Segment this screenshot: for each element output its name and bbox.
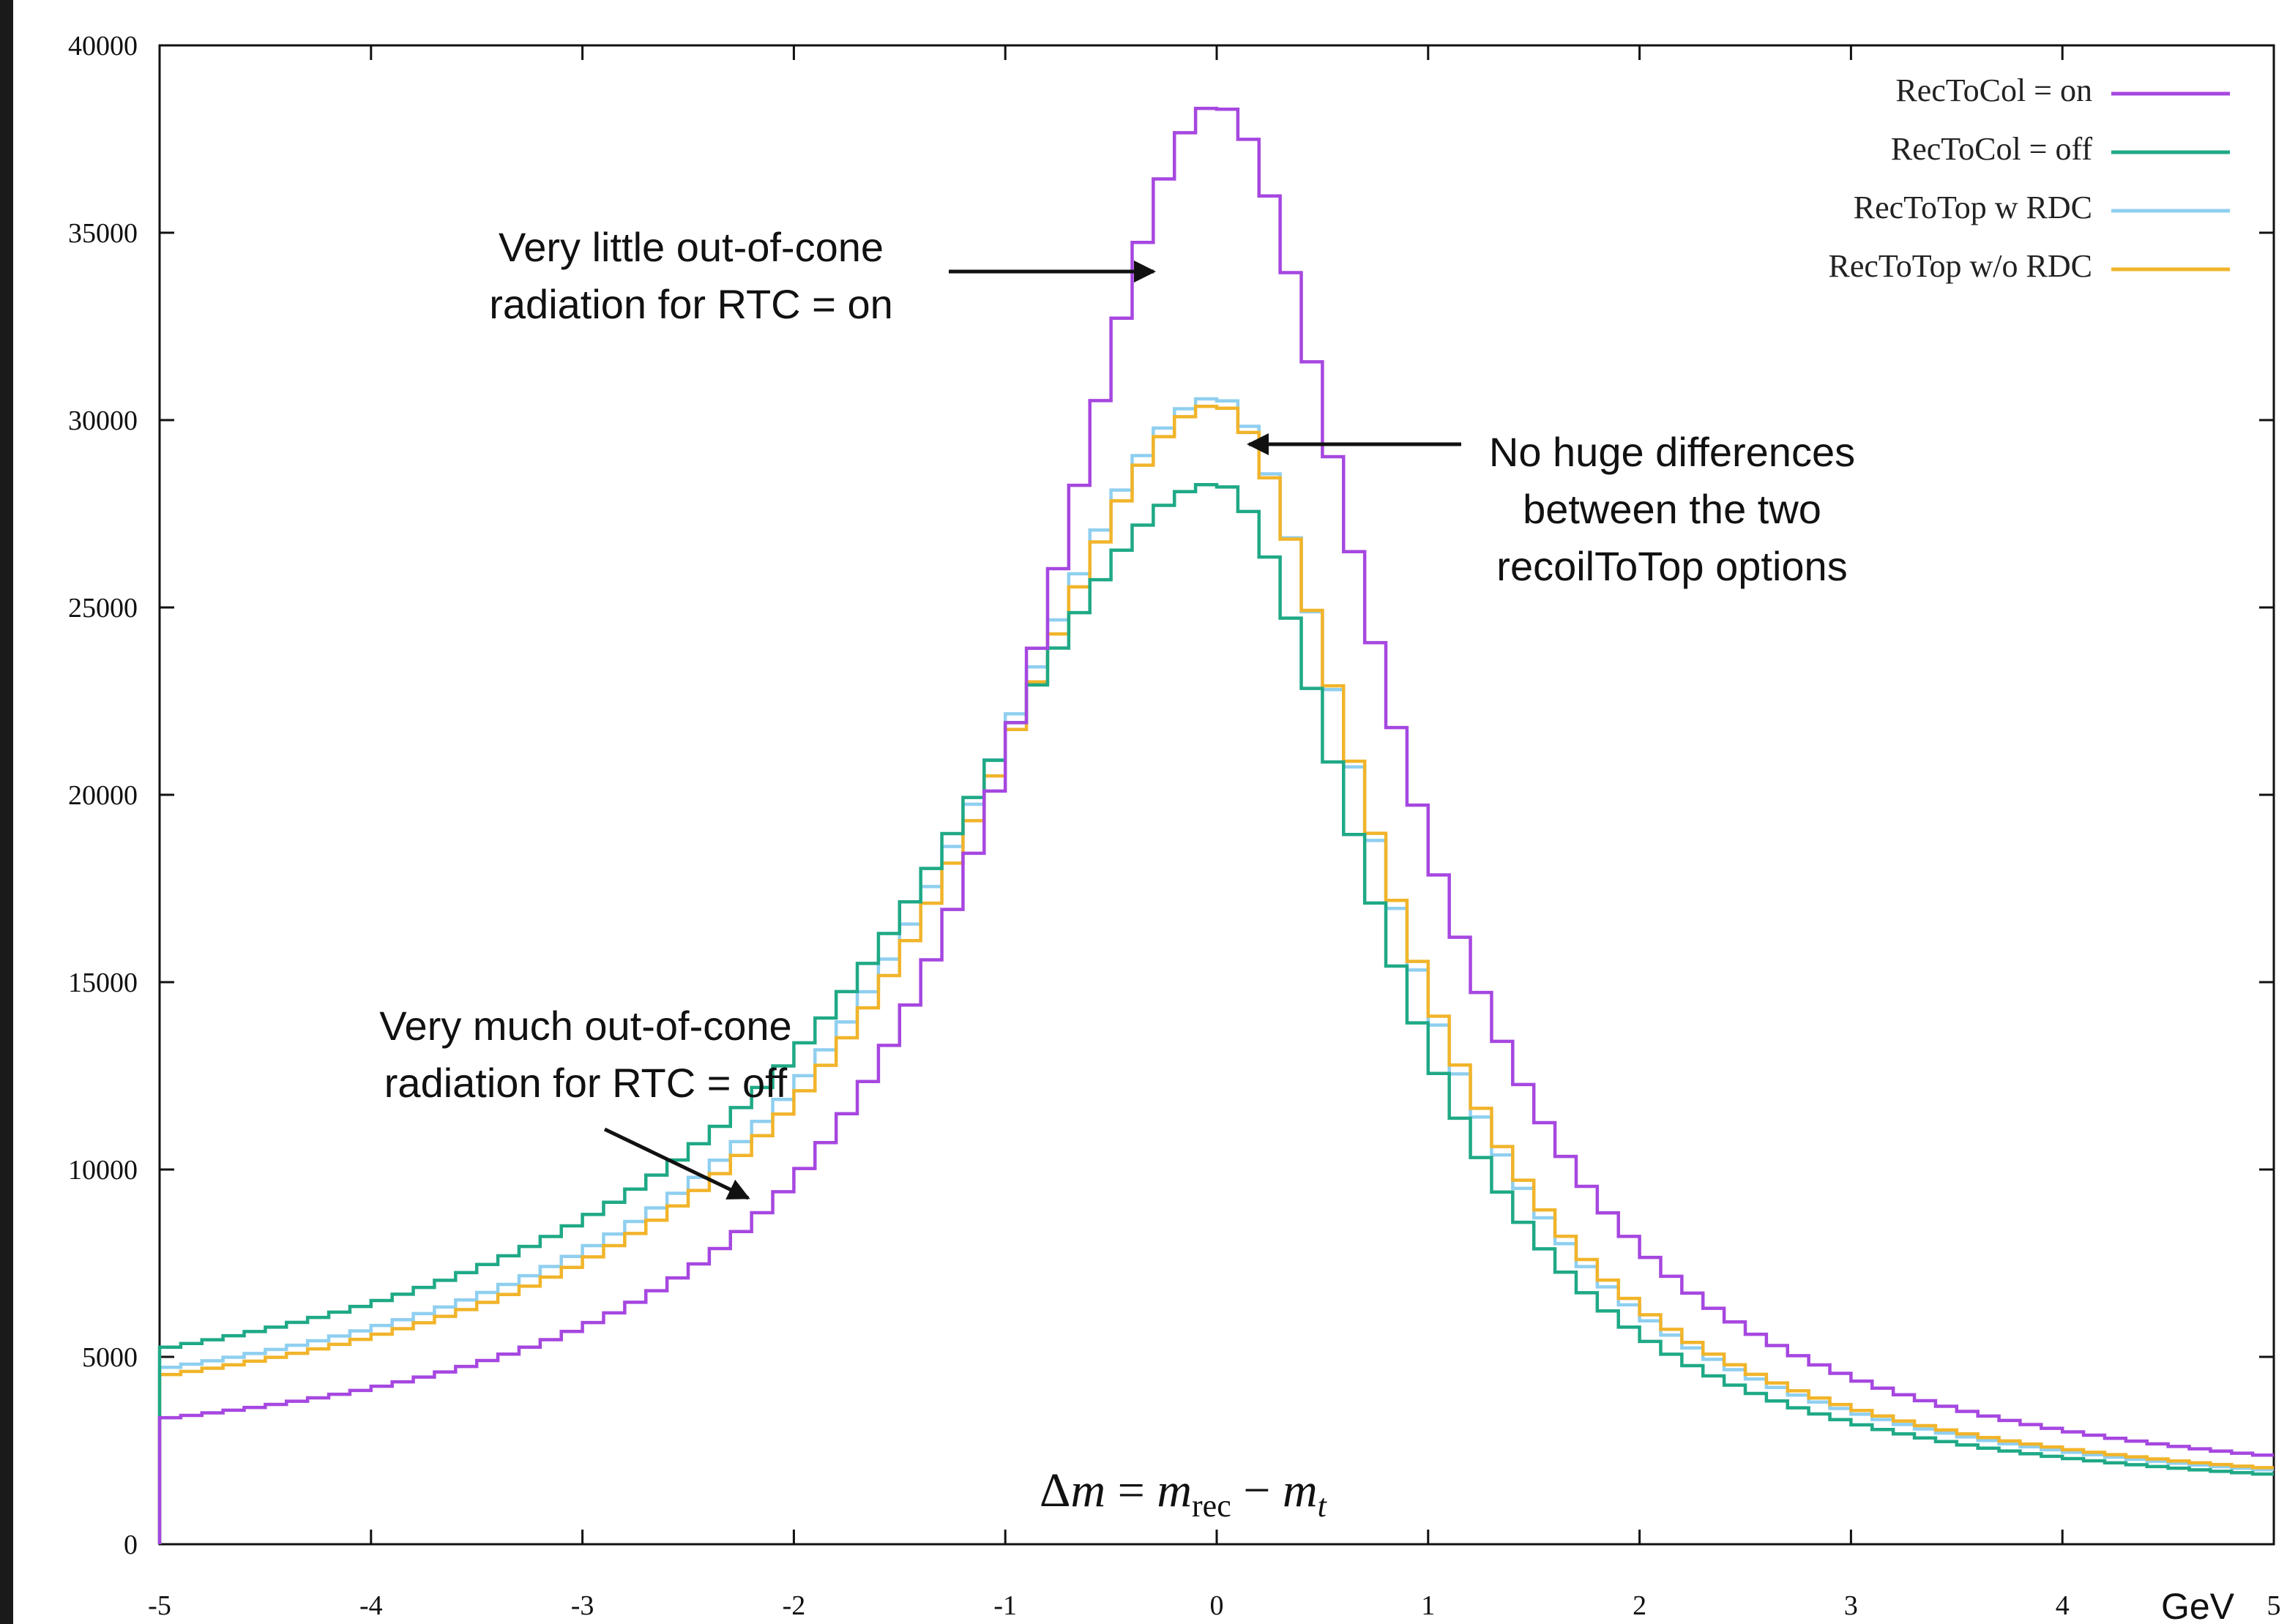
x-tick-label-5: 0 <box>1210 1590 1224 1621</box>
x-axis-label-delta: Δ <box>1040 1464 1070 1517</box>
legend-label-3: RecToTop w/o RDC <box>1829 248 2093 284</box>
axis-ticks: -5 -4 -3 -2 -1 0 1 2 3 4 5 0 5000 10000 15000 20000 2500… <box>68 31 2281 1621</box>
series-2-step <box>157 397 2274 1544</box>
x-axis-label-eq: = <box>1105 1464 1157 1517</box>
legend-label-0: RecToCol = on <box>1895 72 2092 108</box>
annotation-rtc-off-arrow <box>603 1127 750 1200</box>
x-tick-label-10: 5 <box>2267 1590 2281 1621</box>
x-tick-label-9: 4 <box>2056 1590 2070 1621</box>
y-tick-label-7: 35000 <box>68 218 138 249</box>
x-tick-label-3: -2 <box>783 1590 806 1621</box>
x-axis-label: Δm = mrec − mt <box>1040 1464 1328 1524</box>
annotation-rtc-on: Very little out-of-cone radiation for RT… <box>489 224 1156 327</box>
x-tick-label-6: 1 <box>1421 1590 1435 1621</box>
annotation-rtc-off-line2: radiation for RTC = off <box>384 1060 788 1106</box>
annotation-recoil-to-top: No huge differences between the two reco… <box>1247 429 1855 589</box>
y-tick-label-3: 15000 <box>68 968 138 998</box>
y-tick-label-5: 25000 <box>68 593 138 624</box>
x-axis-unit: GeV <box>2161 1586 2235 1624</box>
x-axis-label-minus: − <box>1231 1464 1283 1517</box>
x-tick-label-8: 3 <box>1844 1590 1858 1621</box>
legend-label-1: RecToCol = off <box>1891 131 2092 167</box>
x-tick-label-4: -1 <box>993 1590 1017 1621</box>
annotation-rtc-off: Very much out-of-cone radiation for RTC … <box>379 1003 792 1200</box>
series-1-step <box>157 482 2274 1544</box>
series-0-step <box>157 106 2274 1544</box>
y-tick-label-1: 5000 <box>82 1342 138 1373</box>
x-axis-label-m2: m <box>1157 1464 1192 1517</box>
x-axis-label-m1: m <box>1070 1464 1105 1517</box>
x-axis-label-m3: m <box>1283 1464 1318 1517</box>
annotation-recoil-line3: recoilToTop options <box>1496 543 1847 589</box>
annotation-rtc-off-line1: Very much out-of-cone <box>379 1003 791 1049</box>
x-tick-label-0: -5 <box>148 1590 171 1621</box>
annotation-rtc-on-line1: Very little out-of-cone <box>499 224 884 270</box>
legend: RecToCol = on RecToCol = off RecToTop w … <box>1829 72 2230 284</box>
annotation-recoil-line2: between the two <box>1523 486 1821 532</box>
x-tick-label-2: -3 <box>571 1590 594 1621</box>
y-tick-label-6: 30000 <box>68 405 138 436</box>
y-tick-label-4: 20000 <box>68 780 138 811</box>
x-axis-label-sub-t: t <box>1318 1488 1328 1524</box>
y-tick-label-2: 10000 <box>68 1155 138 1186</box>
annotation-rtc-on-line2: radiation for RTC = on <box>489 281 892 327</box>
x-axis-label-sub-rec: rec <box>1192 1488 1231 1524</box>
y-tick-label-0: 0 <box>124 1530 138 1560</box>
y-tick-label-8: 40000 <box>68 31 138 61</box>
series-3-step <box>157 405 2274 1544</box>
annotation-recoil-line1: No huge differences <box>1489 429 1855 475</box>
x-tick-label-1: -4 <box>359 1590 383 1621</box>
x-tick-label-7: 2 <box>1633 1590 1646 1621</box>
legend-label-2: RecToTop w RDC <box>1854 190 2092 225</box>
series-layer <box>157 106 2274 1544</box>
